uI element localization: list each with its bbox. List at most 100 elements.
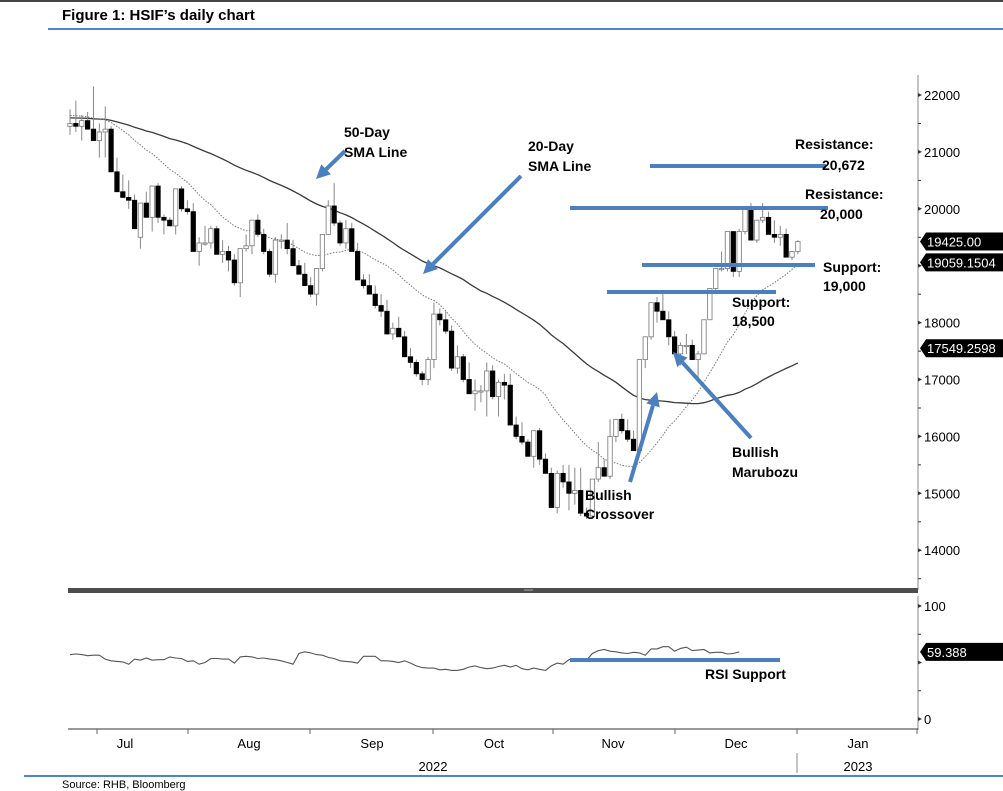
candle-up bbox=[713, 268, 719, 289]
candle-down bbox=[143, 202, 149, 218]
candle-down bbox=[266, 251, 273, 275]
candle-up bbox=[431, 313, 437, 360]
candle-down bbox=[537, 430, 543, 460]
month-label: Jul bbox=[117, 736, 134, 751]
tick-mark bbox=[918, 377, 922, 382]
price-tick-label: 22000 bbox=[924, 88, 960, 103]
candle-down bbox=[460, 356, 466, 380]
candle-up bbox=[249, 219, 255, 247]
candle-up bbox=[484, 370, 490, 392]
tick-mark bbox=[918, 263, 922, 268]
title-rule bbox=[48, 28, 1003, 30]
candles bbox=[67, 86, 801, 519]
candle-down bbox=[255, 219, 261, 235]
candle-up bbox=[272, 239, 279, 275]
candle-down bbox=[771, 234, 778, 238]
tick-mark bbox=[918, 320, 922, 325]
candle-up bbox=[202, 242, 208, 245]
candle-down bbox=[384, 310, 390, 335]
candle-down bbox=[448, 330, 455, 369]
candle-down bbox=[630, 438, 637, 452]
candle-down bbox=[401, 336, 408, 358]
price-tick-label: 21000 bbox=[924, 145, 960, 160]
resistance-label: Resistance: bbox=[805, 186, 884, 202]
candle-up bbox=[554, 472, 560, 508]
rsi-support-label: RSI Support bbox=[705, 666, 786, 682]
candle-down bbox=[308, 285, 314, 295]
tick-mark bbox=[918, 206, 922, 211]
candle-down bbox=[190, 211, 196, 252]
rsi-tick-label: 0 bbox=[924, 712, 931, 727]
annotation-bullish-crossover: Crossover bbox=[585, 506, 655, 522]
candle-down bbox=[672, 336, 678, 355]
candle-down bbox=[290, 248, 296, 267]
price-tick-label: 17000 bbox=[924, 373, 960, 388]
support-label: Support: bbox=[823, 259, 881, 275]
resistance-value: 20,000 bbox=[820, 206, 863, 222]
arrow-sma20 bbox=[431, 174, 523, 266]
candle-down bbox=[783, 234, 789, 258]
candle-down bbox=[689, 344, 695, 360]
candle-up bbox=[495, 381, 502, 397]
candle-up bbox=[589, 478, 596, 517]
candle-down bbox=[490, 370, 496, 397]
candle-down bbox=[407, 356, 414, 363]
candle-up bbox=[701, 319, 707, 355]
tick-mark bbox=[918, 93, 922, 97]
price-tick-label: 14000 bbox=[924, 543, 960, 558]
tick-mark bbox=[918, 604, 922, 608]
price-tag bbox=[920, 339, 1003, 358]
candle-up bbox=[736, 231, 742, 272]
candle-down bbox=[90, 128, 97, 141]
figure-title: Figure 1: HSIF’s daily chart bbox=[62, 7, 255, 24]
source-note: Source: RHB, Bloomberg bbox=[62, 779, 186, 791]
sma20-line bbox=[69, 114, 799, 468]
candle-down bbox=[625, 430, 631, 440]
candle-up bbox=[789, 251, 795, 258]
candle-down bbox=[748, 208, 754, 241]
candle-down bbox=[619, 418, 625, 432]
candle-down bbox=[114, 171, 120, 193]
candle-down bbox=[378, 305, 384, 312]
candle-down bbox=[214, 228, 220, 255]
candle-down bbox=[126, 197, 132, 201]
candle-down bbox=[108, 128, 114, 173]
price-tick-label: 15000 bbox=[924, 486, 960, 501]
candle-up bbox=[313, 268, 320, 295]
candle-down bbox=[507, 384, 513, 426]
candle-up bbox=[208, 228, 214, 244]
candle-up bbox=[707, 288, 713, 321]
candle-down bbox=[730, 231, 736, 272]
candle-down bbox=[413, 362, 419, 375]
candle-down bbox=[85, 120, 91, 130]
candle-down bbox=[302, 273, 308, 287]
candle-up bbox=[325, 205, 331, 235]
panel-divider bbox=[68, 588, 918, 593]
candle-down bbox=[765, 216, 772, 235]
tick-mark bbox=[918, 149, 922, 154]
bottom-rule bbox=[24, 775, 1003, 777]
annotation-sma50: 50-Day bbox=[344, 124, 390, 140]
candle-down bbox=[331, 205, 337, 224]
candle-down bbox=[501, 381, 507, 386]
candle-down bbox=[513, 424, 519, 437]
annotation-sma20: 20-Day bbox=[528, 138, 574, 154]
candle-down bbox=[225, 251, 232, 261]
support-value: 18,500 bbox=[732, 313, 775, 329]
candle-down bbox=[73, 123, 79, 127]
candle-down bbox=[525, 441, 531, 457]
candle-up bbox=[478, 390, 484, 393]
candle-down bbox=[560, 472, 566, 483]
candle-up bbox=[79, 120, 85, 127]
candle-down bbox=[666, 319, 672, 338]
price-tick-label: 16000 bbox=[924, 429, 960, 444]
month-label: Nov bbox=[601, 736, 625, 751]
price-tag-label: 17549.2598 bbox=[927, 341, 996, 356]
annotation-bullish-marubozu: Bullish bbox=[732, 444, 779, 460]
price-tick-label: 18000 bbox=[924, 316, 960, 331]
price-tag-label: 19425.00 bbox=[927, 235, 981, 250]
candle-up bbox=[607, 435, 613, 477]
candle-up bbox=[102, 128, 108, 133]
candle-up bbox=[472, 390, 478, 395]
tick-mark bbox=[918, 434, 922, 439]
